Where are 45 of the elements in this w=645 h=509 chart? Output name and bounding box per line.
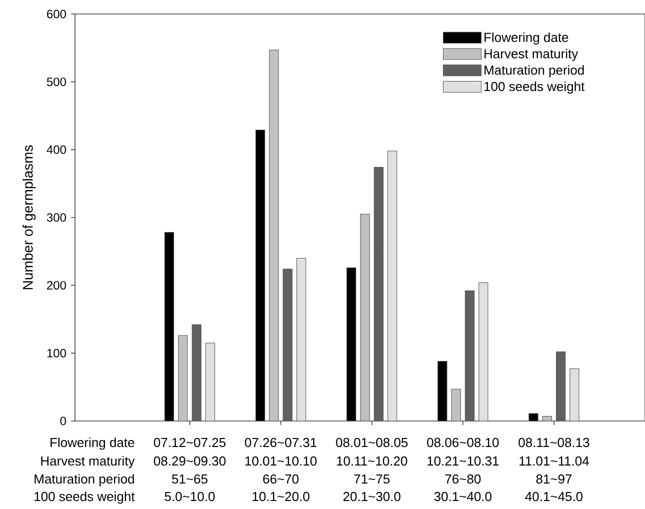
bar xyxy=(570,368,580,421)
y-tick-label: 100 xyxy=(47,348,66,358)
y-tick-label: 400 xyxy=(46,145,66,154)
text: 10.01~10.10 xyxy=(245,456,317,466)
text: Harvest maturity xyxy=(41,456,135,468)
x-tick-label: 07.12~07.25 xyxy=(154,438,226,448)
text: 10.11~10.20 xyxy=(336,456,408,466)
bar xyxy=(164,232,174,421)
bar xyxy=(205,342,216,421)
bar xyxy=(478,282,488,421)
legend-label: Maturation period xyxy=(484,65,584,78)
legend-label: Harvest maturity xyxy=(484,48,578,61)
text: 40.1~45.0 xyxy=(525,492,583,502)
x-tick-label: 08.01~08.05 xyxy=(336,438,408,448)
text: Maturation period xyxy=(34,474,134,486)
bar xyxy=(388,150,398,421)
text: 20.1~30.0 xyxy=(343,492,400,502)
text: 51~65 xyxy=(172,474,208,484)
text: 100 seeds weight xyxy=(34,492,135,504)
text: 66~70 xyxy=(263,474,299,484)
text: 5.0~10.0 xyxy=(164,492,215,502)
bar xyxy=(346,267,356,421)
text: 08.29~09.30 xyxy=(154,456,226,466)
bar xyxy=(438,361,448,421)
y-tick-label: 200 xyxy=(47,281,66,290)
legend-label: Flowering date xyxy=(484,32,568,45)
x-tick-label: 08.11~08.13 xyxy=(518,438,590,448)
text: 10.21~10.31 xyxy=(428,456,499,466)
text: 76~80 xyxy=(445,474,481,484)
y-axis-title: Number of germplasms xyxy=(22,145,36,290)
bar xyxy=(296,258,306,421)
legend-label: 100 seeds weight xyxy=(484,82,585,94)
text: 11.01~11.04 xyxy=(520,456,589,466)
y-tick-label: 0 xyxy=(60,416,66,426)
text: 30.1~40.0 xyxy=(434,492,492,502)
y-tick-label: 600 xyxy=(47,10,66,18)
text: 71~75 xyxy=(354,474,390,484)
x-tick-label: 07.26~07.31 xyxy=(244,438,316,448)
y-tick-label: 300 xyxy=(46,213,66,222)
y-tick-label: 500 xyxy=(46,78,66,86)
text: Flowering date xyxy=(50,438,134,450)
text: 81~97 xyxy=(536,474,572,484)
text: 10.1~20.0 xyxy=(252,492,310,502)
x-tick-label: 08.06~08.10 xyxy=(427,438,499,448)
bar xyxy=(255,130,266,421)
